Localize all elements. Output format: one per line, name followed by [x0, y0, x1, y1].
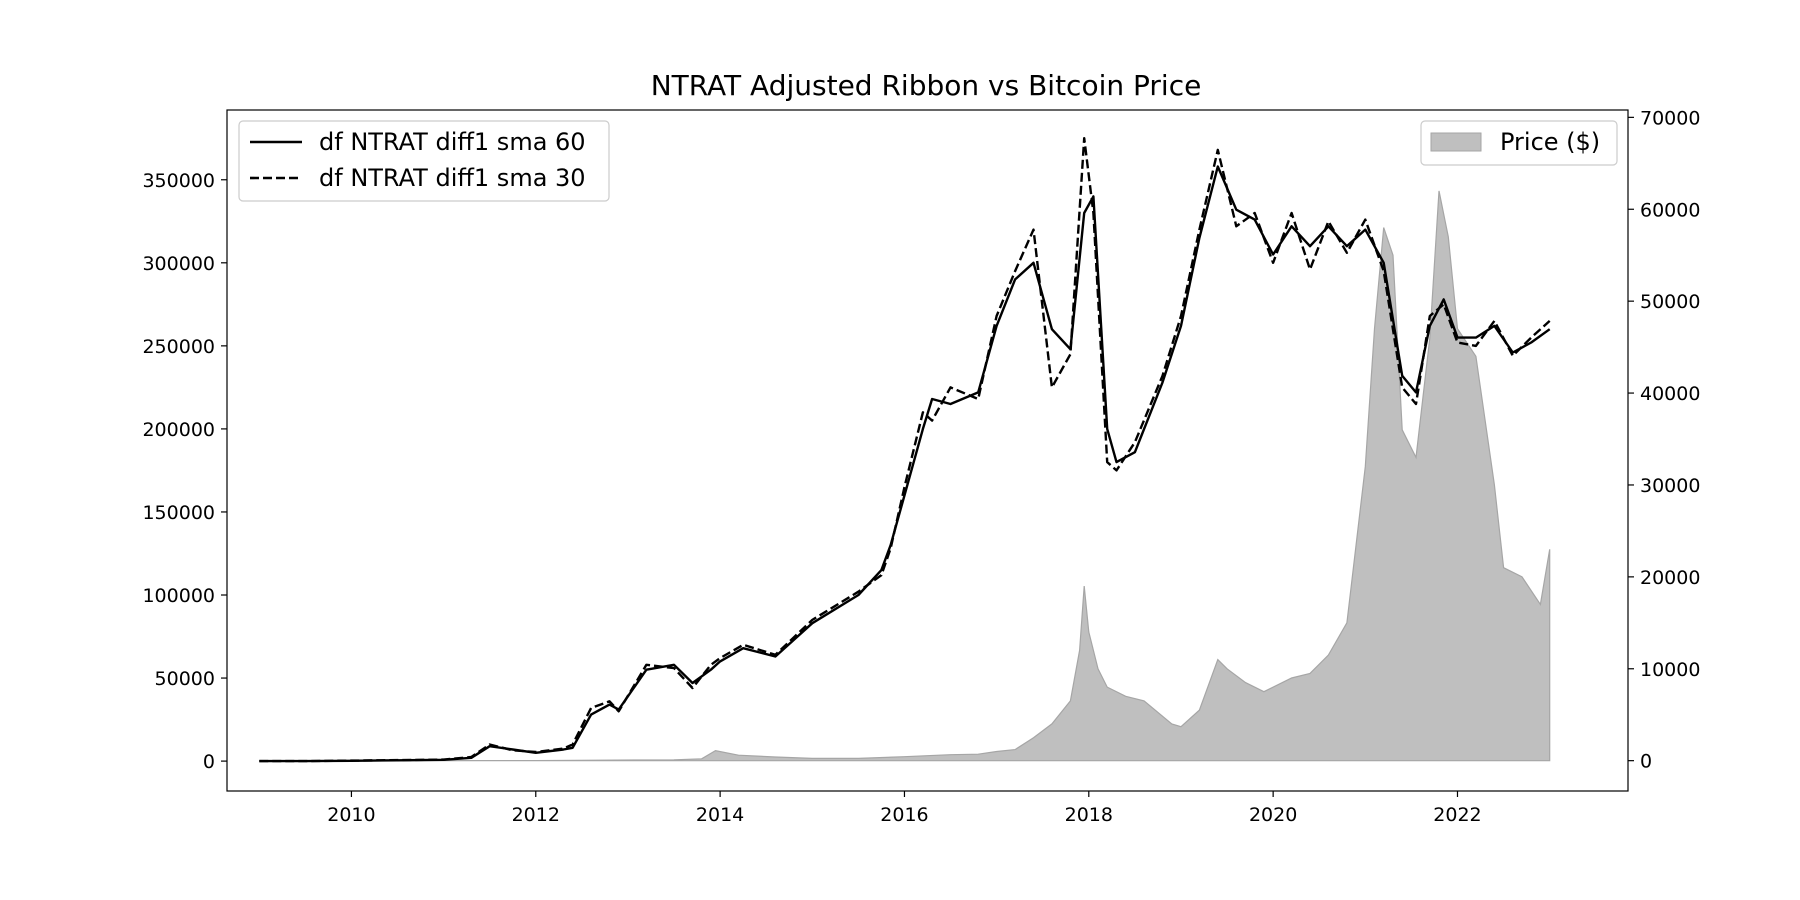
- y-axis-right: 0 10000 20000 30000 40000 50000 60000 70000: [1628, 107, 1700, 773]
- legend-label-sma30: df NTRAT diff1 sma 30: [319, 164, 586, 192]
- y-left-tick-label-350000: 350000: [142, 170, 215, 192]
- plot-frame: [226, 109, 1629, 792]
- y-left-tick-label-250000: 250000: [142, 336, 215, 358]
- y-right-tick-label-60000: 60000: [1640, 199, 1700, 221]
- legend-left-frame: [238, 120, 610, 202]
- legend-label-price: Price ($): [1500, 128, 1600, 156]
- y-right-tick-label-10000: 10000: [1640, 659, 1700, 681]
- y-left-tick-label-0: 0: [203, 751, 215, 773]
- y-right-tick-label-40000: 40000: [1640, 383, 1700, 405]
- series-area-price: [259, 190, 1551, 762]
- y-axis-left: 0 50000 100000 150000 200000 250000 300000 3500…: [142, 170, 227, 773]
- y-right-tick-label-0: 0: [1640, 751, 1652, 773]
- y-right-tick-label-30000: 30000: [1640, 475, 1700, 497]
- x-axis: 2010 2012 2014 2016 2018 2020 2022: [327, 791, 1482, 826]
- legend-swatch-price: [1430, 132, 1482, 152]
- x-tick-label-2012: 2012: [512, 804, 560, 826]
- x-tick-label-2010: 2010: [327, 804, 375, 826]
- y-left-tick-label-300000: 300000: [142, 253, 215, 275]
- legend-right-frame: [1420, 120, 1618, 166]
- series-lines-layer: [259, 136, 1551, 763]
- y-right-tick-label-50000: 50000: [1640, 291, 1700, 313]
- x-tick-label-2022: 2022: [1433, 804, 1481, 826]
- y-left-tick-label-150000: 150000: [142, 502, 215, 524]
- y-left-tick-label-100000: 100000: [142, 585, 215, 607]
- y-left-tick-label-200000: 200000: [142, 419, 215, 441]
- y-right-tick-label-70000: 70000: [1640, 107, 1700, 129]
- x-tick-label-2016: 2016: [880, 804, 928, 826]
- y-right-tick-label-20000: 20000: [1640, 567, 1700, 589]
- chart-title: NTRAT Adjusted Ribbon vs Bitcoin Price: [651, 69, 1202, 102]
- legend-left: df NTRAT diff1 sma 60 df NTRAT diff1 sma…: [238, 120, 610, 202]
- price-area-layer: [259, 190, 1551, 762]
- legend-right: Price ($): [1420, 120, 1618, 166]
- x-tick-label-2020: 2020: [1249, 804, 1297, 826]
- y-left-tick-label-50000: 50000: [155, 668, 215, 690]
- legend-label-sma60: df NTRAT diff1 sma 60: [319, 128, 586, 156]
- x-tick-label-2014: 2014: [696, 804, 744, 826]
- series-line-df-ntrat-diff1-sma-30: [259, 136, 1551, 763]
- x-tick-label-2018: 2018: [1065, 804, 1113, 826]
